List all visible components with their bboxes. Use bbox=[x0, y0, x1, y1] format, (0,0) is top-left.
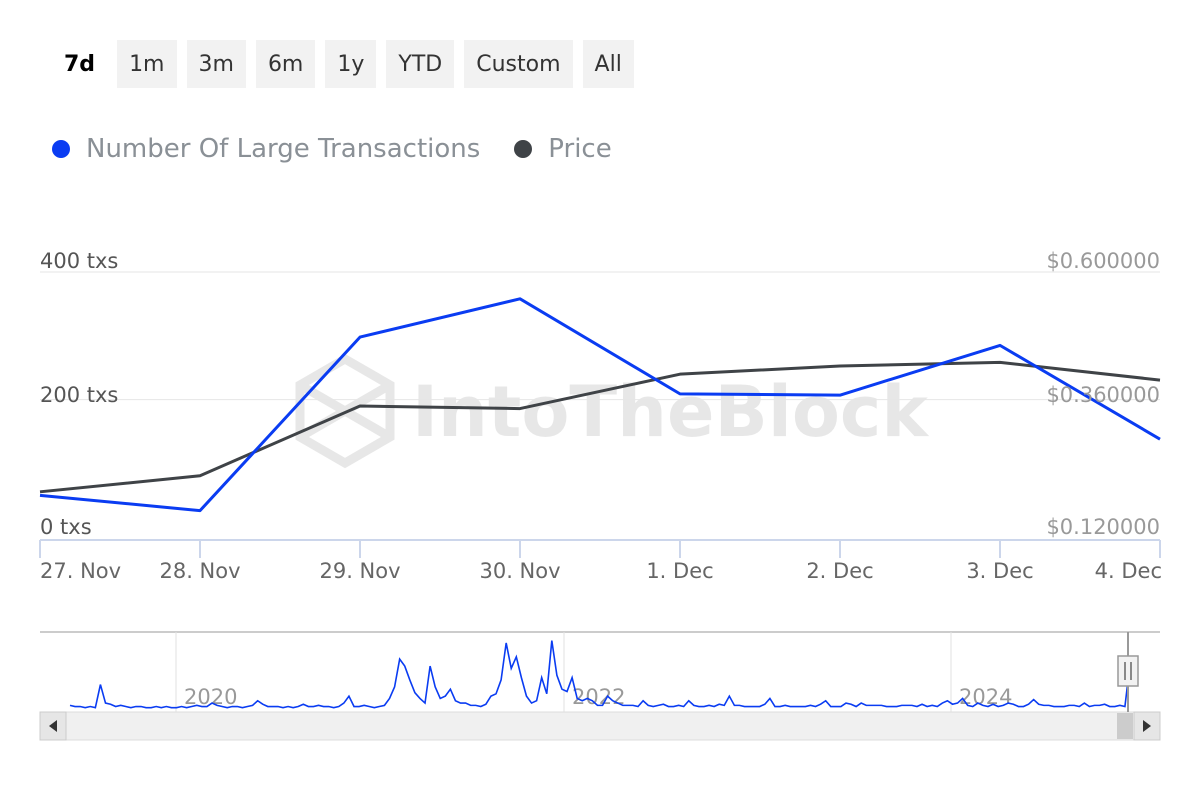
series-layer bbox=[39, 297, 1161, 513]
series-line-price bbox=[39, 360, 1161, 494]
legend-item-transactions[interactable]: Number Of Large Transactions bbox=[52, 134, 480, 164]
arrow-right-icon bbox=[1143, 720, 1151, 732]
series-line-transactions bbox=[39, 297, 1161, 513]
legend-label: Price bbox=[548, 134, 612, 164]
x-axis-tick-label: 28. Nov bbox=[159, 559, 240, 583]
range-button-all[interactable]: All bbox=[582, 40, 634, 88]
y-left-tick-label: 400 txs bbox=[40, 249, 118, 273]
range-button-1y[interactable]: 1y bbox=[325, 40, 377, 88]
y-right-tick-label: $0.600000 bbox=[1046, 249, 1160, 273]
range-button-1m[interactable]: 1m bbox=[117, 40, 177, 88]
navigator[interactable]: 2020 2022 2024 bbox=[39, 631, 1161, 741]
x-axis-tick-label: 29. Nov bbox=[319, 559, 400, 583]
navigator-series-line bbox=[69, 640, 1131, 709]
x-axis-tick-label: 27. Nov bbox=[40, 559, 121, 583]
navigator-handle[interactable] bbox=[1117, 655, 1139, 687]
legend-item-price[interactable]: Price bbox=[514, 134, 612, 164]
grid-lines bbox=[40, 271, 1160, 401]
range-selector: 7d 1m 3m 6m 1y YTD Custom All bbox=[52, 40, 634, 88]
legend-label: Number Of Large Transactions bbox=[86, 134, 481, 164]
arrow-left-icon bbox=[49, 720, 57, 732]
chart-legend: Number Of Large Transactions Price bbox=[52, 134, 612, 164]
x-axis-tick-label: 4. Dec bbox=[1095, 559, 1162, 583]
watermark-text: IntoTheBlock bbox=[412, 371, 929, 453]
x-axis-tick-label: 3. Dec bbox=[966, 559, 1033, 583]
x-axis: 27. Nov 28. Nov 29. Nov 30. Nov 1. Dec 2. Dec… bbox=[39, 539, 1162, 583]
range-button-6m[interactable]: 6m bbox=[255, 40, 316, 88]
legend-dot-icon bbox=[52, 140, 70, 158]
watermark: IntoTheBlock bbox=[295, 353, 929, 469]
scrollbar-track[interactable] bbox=[39, 711, 1161, 741]
x-axis-tick-label: 1. Dec bbox=[646, 559, 713, 583]
x-axis-tick-label: 30. Nov bbox=[479, 559, 560, 583]
y-axes: 0 txs 200 txs 400 txs $0.120000 $0.360000 $0.… bbox=[40, 249, 1160, 539]
y-left-tick-label: 200 txs bbox=[40, 383, 118, 407]
y-right-tick-label: $0.120000 bbox=[1046, 515, 1160, 539]
scrollbar-thumb[interactable] bbox=[1117, 713, 1133, 739]
y-right-tick-label: $0.360000 bbox=[1046, 383, 1160, 407]
range-button-ytd[interactable]: YTD bbox=[386, 40, 455, 88]
range-button-custom[interactable]: Custom bbox=[464, 40, 573, 88]
navigator-year-label: 2020 bbox=[184, 685, 237, 709]
range-button-7d[interactable]: 7d bbox=[52, 40, 108, 88]
x-axis-tick-label: 2. Dec bbox=[806, 559, 873, 583]
legend-dot-icon bbox=[514, 140, 533, 158]
y-left-tick-label: 0 txs bbox=[40, 515, 92, 539]
range-button-3m[interactable]: 3m bbox=[186, 40, 246, 88]
